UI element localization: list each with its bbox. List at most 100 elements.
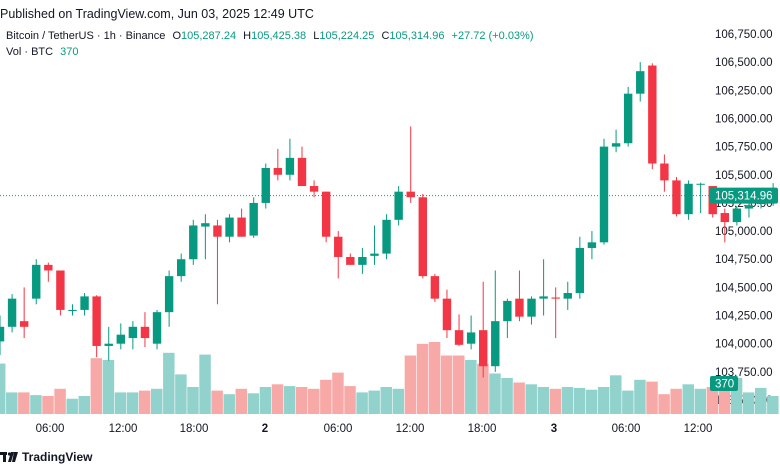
volume-bar [90, 358, 103, 414]
x-tick-label: 12:00 [396, 423, 425, 435]
volume-bar [501, 378, 513, 414]
candle-body [32, 264, 41, 299]
last-price-label: 105,314.96 [715, 191, 773, 203]
volume-bar [428, 342, 441, 414]
volume-bar [404, 355, 417, 414]
volume-bar [682, 384, 694, 414]
volume-legend: Vol · BTC 370 [6, 46, 79, 58]
close-value: 105,314.96 [389, 30, 445, 42]
volume-bar [416, 343, 429, 414]
y-tick-label: 105,250.00 [715, 198, 773, 210]
x-tick-label: 18:00 [180, 423, 209, 435]
y-tick-label: 104,750.00 [715, 254, 773, 266]
y-tick-label: 105,000.00 [715, 226, 773, 238]
candle-body [744, 205, 754, 209]
volume-bar [126, 392, 139, 414]
candle-body [370, 253, 379, 256]
low-value: 105,224.25 [319, 30, 375, 42]
x-tick-label: 12:00 [684, 423, 713, 435]
candle-body [201, 223, 210, 227]
candle-body [660, 163, 669, 181]
tradingview-logo-icon [0, 452, 18, 462]
volume-bar [646, 381, 658, 414]
candle-body [177, 259, 186, 277]
volume-bar [767, 396, 779, 414]
candle-body [19, 321, 29, 327]
change-value: +27.72 (+0.03%) [451, 30, 534, 42]
candle-body [672, 180, 681, 215]
y-tick-label: 104,500.00 [715, 282, 773, 294]
candle-body [116, 334, 125, 344]
candle-body [720, 213, 729, 223]
candle-body [442, 298, 452, 331]
last-volume-badge [710, 376, 738, 391]
low-label: L [313, 30, 320, 42]
footer-brand: TradingView [0, 450, 92, 464]
volume-bar [755, 387, 767, 414]
candle-body [104, 343, 113, 346]
volume-bar [561, 387, 574, 414]
brand-name: TradingView [22, 450, 93, 464]
volume-bar [718, 388, 731, 414]
high-value: 105,425.38 [251, 30, 307, 42]
ohlc-legend: Bitcoin / TetherUS · 1h · Binance O105,2… [6, 30, 534, 42]
candle-body [321, 191, 331, 237]
y-tick-label: 106,000.00 [715, 113, 773, 125]
volume-bar [356, 392, 368, 414]
close-label: C [381, 30, 390, 42]
volume-label: Vol · BTC [6, 46, 54, 58]
volume-bar [30, 395, 42, 414]
y-tick-label: 104,000.00 [715, 339, 773, 351]
volume-bar [18, 392, 30, 414]
high-label: H [243, 30, 252, 42]
volume-bar [537, 387, 550, 414]
candle-body [636, 71, 645, 94]
candle-body [273, 168, 283, 175]
volume-bar [634, 379, 646, 414]
candle-body [515, 298, 524, 317]
y-tick-label: 106,500.00 [715, 57, 773, 69]
volume-bar [114, 392, 127, 414]
volume-bar [622, 390, 634, 414]
volume-bar [308, 388, 320, 414]
x-tick-label: 06:00 [612, 423, 641, 435]
candle-body [249, 202, 258, 236]
volume-bar [694, 388, 707, 414]
volume-bar [549, 388, 562, 414]
published-note: Published on TradingView.com, Jun 03, 20… [0, 7, 314, 21]
candle-body [454, 330, 464, 345]
candle-body [696, 183, 705, 185]
candle-body [575, 247, 585, 294]
volume-bar [0, 363, 6, 414]
candle-body [382, 219, 391, 254]
candle-body [225, 217, 234, 237]
candle-body [503, 300, 512, 322]
candle-body [563, 293, 572, 299]
volume-bar [332, 372, 344, 414]
volume-bar [610, 375, 622, 414]
volume-bar [525, 384, 537, 414]
candle-body [237, 217, 246, 237]
candle-body [164, 276, 174, 313]
candle-body [261, 168, 270, 203]
candle-body [732, 208, 742, 223]
symbol-label[interactable]: Bitcoin / TetherUS · 1h · Binance [6, 30, 166, 42]
candle-body [285, 157, 295, 175]
volume-bar [187, 387, 199, 414]
volume-bar [271, 384, 284, 414]
candle-body [430, 276, 440, 299]
candle-body [611, 143, 621, 147]
volume-bar [78, 396, 90, 414]
candle-body [708, 186, 717, 215]
candle-body [0, 326, 5, 342]
y-tick-label: 106,250.00 [715, 85, 773, 97]
y-tick-label: 105,750.00 [715, 142, 773, 154]
last-price-badge [710, 187, 778, 204]
volume-bar [730, 378, 743, 414]
volume-bar [138, 390, 151, 414]
y-tick-label: 104,250.00 [715, 311, 773, 323]
volume-bar [380, 387, 392, 414]
x-tick-label: 06:00 [36, 423, 65, 435]
volume-bar [320, 379, 332, 414]
